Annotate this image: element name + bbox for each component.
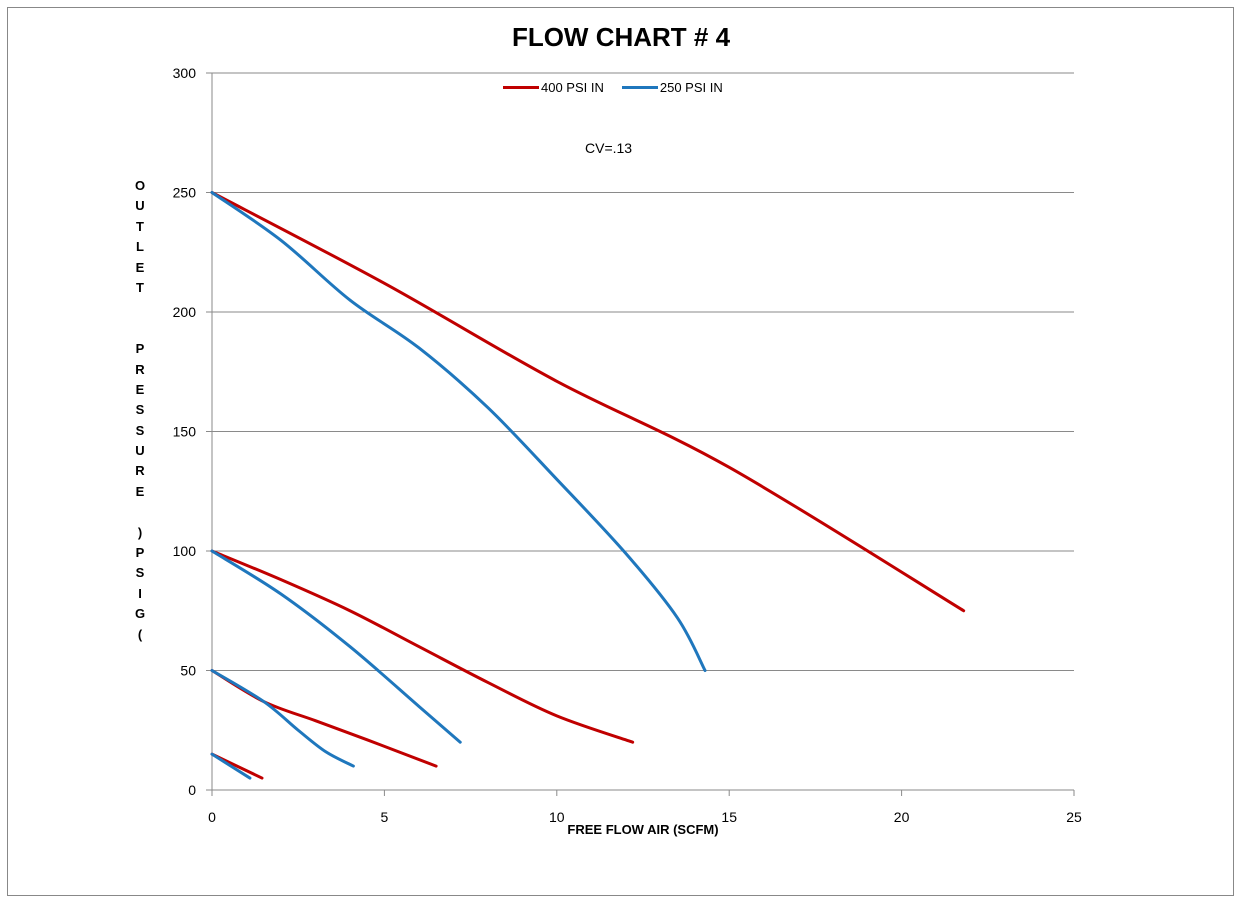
y-axis-label-char: I <box>138 585 142 601</box>
y-axis-label-char: G <box>134 606 146 622</box>
legend: 400 PSI IN 250 PSI IN <box>503 80 741 95</box>
legend-item-250-psi: 250 PSI IN <box>621 80 723 95</box>
series-line-400-psi-1 <box>210 549 635 744</box>
y-axis-label-char: S <box>135 402 145 418</box>
y-tick-label: 100 <box>173 543 197 559</box>
y-axis-label-char: E <box>135 381 145 397</box>
legend-item-400-psi: 400 PSI IN <box>503 80 604 95</box>
cv-annotation: CV=.13 <box>585 140 633 156</box>
legend-swatch-400-psi <box>503 86 539 89</box>
x-tick-label: 20 <box>894 809 910 825</box>
y-axis-label-char: ( <box>137 626 143 642</box>
legend-label-400-psi: 400 PSI IN <box>541 80 604 95</box>
y-axis-label-char: T <box>136 218 144 234</box>
y-tick-label: 250 <box>173 185 197 201</box>
y-axis-label-char: S <box>135 422 145 438</box>
series-line-250-psi-4 <box>210 191 707 672</box>
y-axis-label-char: E <box>135 483 145 499</box>
x-tick-label: 10 <box>549 809 565 825</box>
x-axis-label: FREE FLOW AIR (SCFM) <box>567 822 719 837</box>
y-axis-label-char: R <box>135 361 145 377</box>
x-tick-label: 25 <box>1066 809 1082 825</box>
y-axis-label-char: L <box>136 239 144 255</box>
y-axis-label-char: T <box>136 279 144 295</box>
y-axis-label-char: ) <box>137 524 143 540</box>
x-tick-label: 0 <box>208 809 216 825</box>
series-line-250-psi-7 <box>210 752 252 780</box>
y-axis-label-char: R <box>135 463 145 479</box>
y-axis-label-char: P <box>135 341 145 357</box>
legend-swatch-250-psi <box>621 86 658 89</box>
y-tick-label: 0 <box>188 782 196 798</box>
x-tick-label: 15 <box>721 809 737 825</box>
y-axis-label-char: P <box>135 545 145 561</box>
y-axis-label-char: S <box>135 565 145 581</box>
series-line-250-psi-6 <box>210 669 355 768</box>
y-tick-label: 150 <box>173 424 197 440</box>
chart-title: FLOW CHART # 4 <box>511 22 731 52</box>
y-axis-label-char: U <box>135 198 145 214</box>
y-axis-label-char: E <box>135 259 145 275</box>
y-tick-label: 200 <box>173 304 197 320</box>
x-tick-label: 5 <box>381 809 389 825</box>
y-tick-label: 300 <box>173 65 197 81</box>
series-line-400-psi-0 <box>210 191 966 613</box>
y-axis-label-char: O <box>134 178 146 193</box>
legend-label-250-psi: 250 PSI IN <box>659 80 723 95</box>
y-axis-label-char: U <box>135 443 145 459</box>
series-line-250-psi-5 <box>210 549 462 744</box>
y-tick-label: 50 <box>180 663 196 679</box>
